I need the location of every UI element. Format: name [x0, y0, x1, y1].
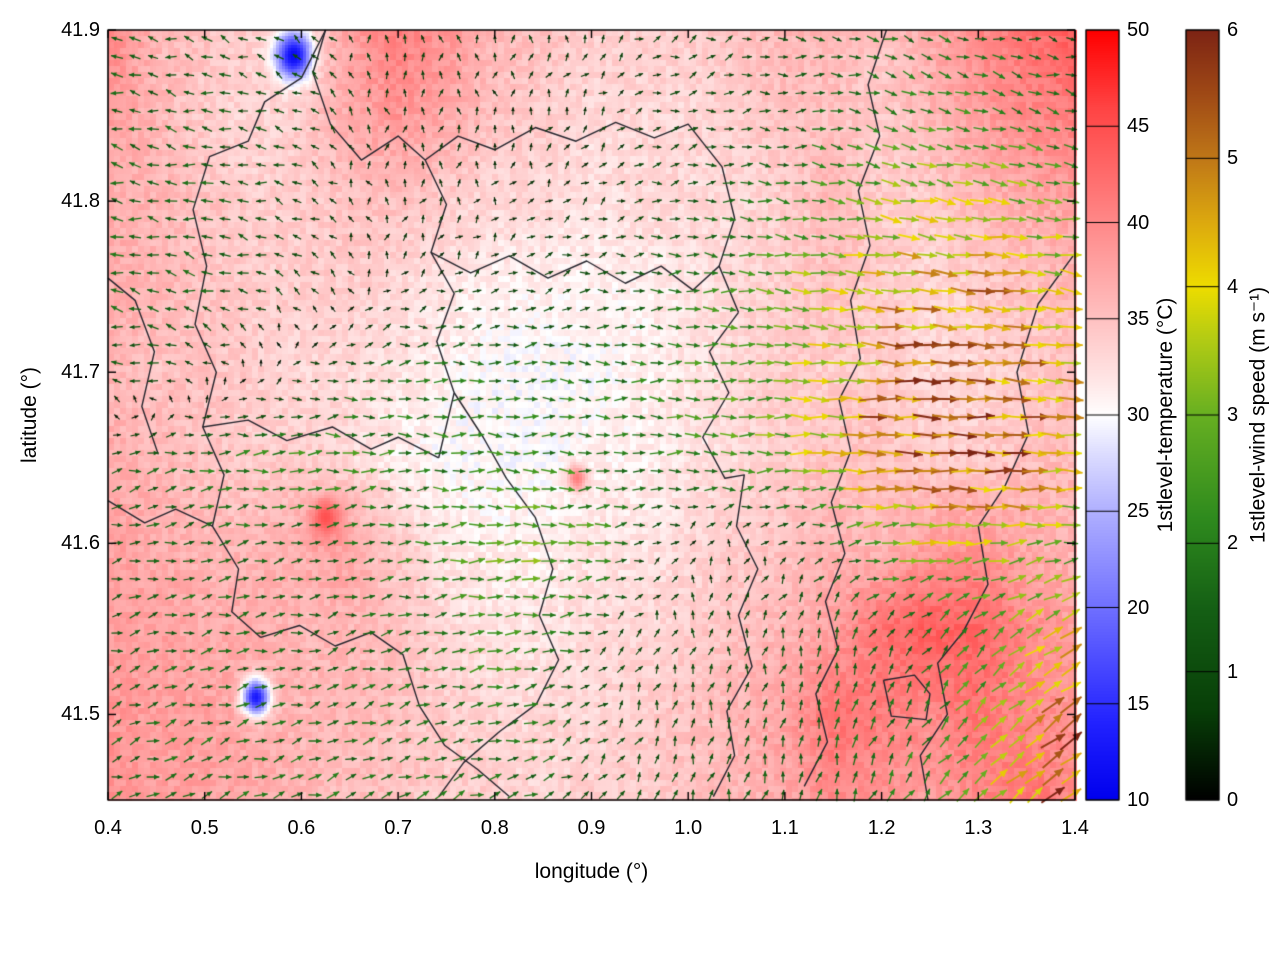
temperature-colorbar-tick-label: 20: [1127, 596, 1150, 619]
temperature-colorbar-tick-label: 10: [1127, 789, 1150, 811]
x-axis-label: longitude (°): [534, 860, 649, 883]
y-tick-label: 41.5: [61, 703, 100, 726]
x-tick-label: 1.1: [770, 817, 799, 839]
x-tick-label: 0.6: [287, 817, 316, 839]
temperature-colorbar-tick-label: 30: [1127, 404, 1150, 426]
x-tick-label: 0.5: [190, 817, 219, 839]
temperature-colorbar-tick-label: 40: [1127, 211, 1150, 234]
wind-colorbar-tick-label: 1: [1227, 660, 1239, 683]
wind-colorbar-tick-label: 3: [1227, 404, 1239, 426]
x-tick-label: 0.4: [94, 817, 122, 839]
x-tick-label: 0.9: [577, 817, 606, 839]
temperature-colorbar-tick-label: 35: [1127, 307, 1150, 330]
wind-colorbar-tick-label: 5: [1227, 147, 1239, 170]
wind-colorbar-tick-label: 6: [1227, 19, 1239, 41]
y-tick-label: 41.9: [61, 19, 100, 41]
temperature-colorbar-tick-label: 15: [1127, 692, 1150, 715]
x-tick-label: 1.3: [964, 817, 993, 839]
wind-colorbar-tick-label: 0: [1227, 789, 1239, 811]
temperature-colorbar-tick-label: 50: [1127, 19, 1150, 41]
temperature-colorbar-tick-label: 25: [1127, 500, 1150, 523]
x-tick-label: 0.8: [480, 817, 509, 839]
y-tick-label: 41.7: [61, 361, 100, 384]
x-tick-label: 1.2: [867, 817, 896, 839]
x-tick-label: 1.4: [1061, 817, 1089, 839]
temperature-colorbar-tick-label: 45: [1127, 115, 1150, 138]
y-tick-label: 41.6: [61, 532, 100, 555]
wind-colorbar-tick-label: 2: [1227, 532, 1239, 555]
x-tick-label: 1.0: [674, 817, 703, 839]
x-tick-label: 0.7: [384, 817, 412, 839]
wind-colorbar-tick-label: 4: [1227, 275, 1239, 298]
y-tick-label: 41.8: [61, 190, 100, 213]
